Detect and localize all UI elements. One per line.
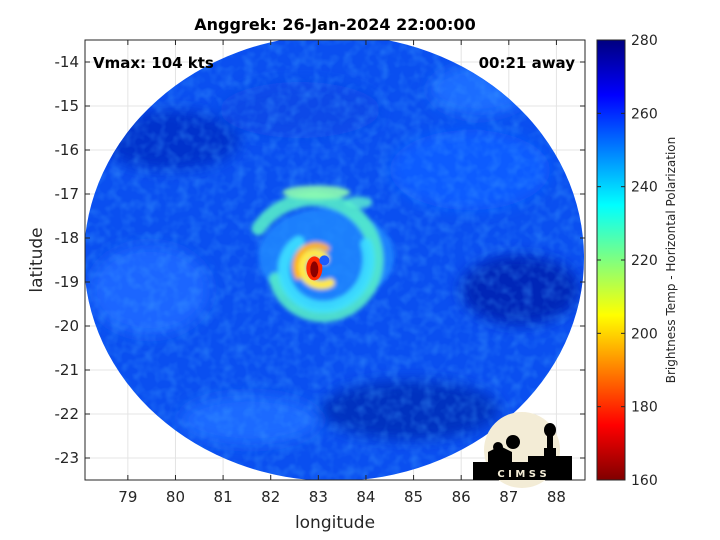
colorbar-tick-label: 280: [631, 33, 658, 49]
chart-title: Anggrek: 26-Jan-2024 22:00:00: [194, 15, 475, 34]
colorbar-tick-label: 200: [631, 326, 658, 342]
satellite-dish-icon: [506, 435, 520, 449]
y-tick-label: -19: [55, 273, 80, 291]
colorbar-tick-label: 220: [631, 253, 658, 269]
x-tick-label: 83: [309, 488, 328, 506]
y-tick-label: -18: [55, 229, 80, 247]
x-tick-label: 82: [261, 488, 280, 506]
axes-frame: [84, 39, 586, 481]
storm-core: [251, 185, 395, 323]
colorbar-tick-label: 240: [631, 180, 658, 196]
x-tick-label: 88: [547, 488, 566, 506]
y-tick-label: -21: [55, 361, 80, 379]
y-tick-label: -20: [55, 317, 80, 335]
x-tick-label: 80: [166, 488, 185, 506]
colorbar-ticks: 280 260 240 220 200 180 160: [597, 33, 658, 489]
vmax-annotation: Vmax: 104 kts: [93, 54, 214, 72]
time-away-annotation: 00:21 away: [479, 54, 576, 72]
y-tick-label: -14: [55, 53, 80, 71]
colorbar-tick-label: 260: [631, 106, 658, 122]
y-tick-label: -17: [55, 185, 80, 203]
y-axis-label: latitude: [27, 227, 47, 292]
cimss-logo-text: C I M S S: [497, 469, 546, 480]
colorbar-tick-label: 180: [631, 400, 658, 416]
x-axis-label: longitude: [295, 513, 375, 533]
x-tick-label: 84: [356, 488, 375, 506]
axis-ticks: 79 80 81 82 83 84 85 86 87 88 -14 -15 -16 -17 -18 -19 -2…: [55, 40, 585, 506]
rain-bands: [251, 185, 395, 323]
brightness-temp-field: [85, 40, 584, 480]
x-tick-label: 85: [404, 488, 423, 506]
water-tower-icon: [544, 423, 556, 437]
x-tick-label: 79: [118, 488, 137, 506]
x-tick-label: 81: [214, 488, 233, 506]
x-tick-label: 86: [452, 488, 471, 506]
cimss-logo: C I M S S: [473, 412, 572, 488]
y-tick-label: -23: [55, 449, 80, 467]
y-tick-label: -15: [55, 97, 80, 115]
colorbar-label: Brightness Temp - Horizontal Polarizatio…: [664, 137, 678, 384]
eye-wall: [306, 255, 330, 281]
x-tick-label: 87: [499, 488, 518, 506]
y-tick-label: -16: [55, 141, 80, 159]
y-tick-label: -22: [55, 405, 80, 423]
colorbar-tick-label: 160: [631, 473, 658, 489]
colorbar: [596, 39, 626, 481]
